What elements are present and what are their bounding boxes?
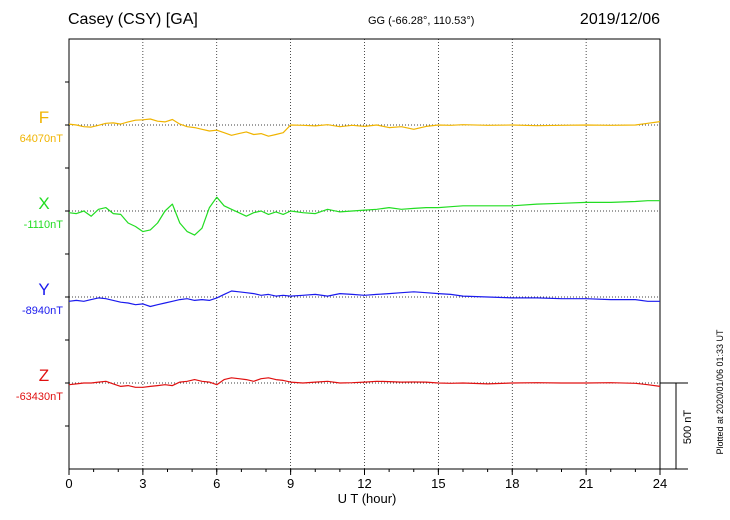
baseline-lines [69,124,660,384]
x-tick-label: 12 [357,476,371,491]
x-tick-label: 18 [505,476,519,491]
x-tick-label: 15 [431,476,445,491]
series-name-x: X [38,194,49,213]
x-tick-label: 3 [139,476,146,491]
series-name-f: F [39,108,49,127]
x-tick-label: 0 [65,476,72,491]
x-axis-label: U T (hour) [338,491,397,506]
series-labels: F 64070nT X -1110nT Y -8940nT Z -63430nT [16,108,63,403]
series-name-z: Z [39,366,49,385]
scale-bar: 500 nT [660,382,694,470]
series-baseline-x: -1110nT [24,219,64,231]
plot-date: 2019/12/06 [579,11,660,28]
x-tick-label: 24 [653,476,667,491]
scale-bar-label: 500 nT [682,410,694,445]
station-title: Casey (CSY) [GA] [68,11,198,28]
plot-frame [68,38,661,470]
grid-lines [142,39,587,469]
x-tick-label: 21 [579,476,593,491]
plotted-timestamp: Plotted at 2020/01/06 01:33 UT [715,329,725,455]
series-baseline-f: 64070nT [20,133,64,145]
x-tick-label: 6 [213,476,220,491]
station-coordinates: GG (-66.28°, 110.53°) [368,15,475,27]
series-line-z [68,377,661,388]
axis-ticks: 0 3 6 9 12 15 18 21 24 [65,81,667,491]
series-layer [68,118,661,388]
series-baseline-z: -63430nT [16,391,63,403]
x-tick-label: 9 [287,476,294,491]
series-line-f [68,118,661,137]
series-baseline-y: -8940nT [22,305,63,317]
series-line-y [68,290,660,308]
series-name-y: Y [38,280,49,299]
series-line-x [68,196,660,236]
